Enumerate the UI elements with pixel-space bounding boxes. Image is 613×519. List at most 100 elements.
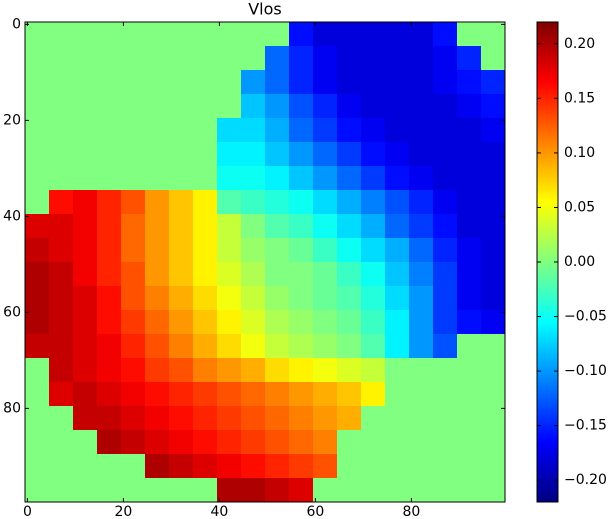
heatmap-cell [97,334,122,359]
heatmap-cell [145,406,170,431]
heatmap-cell [25,22,50,47]
heatmap-cell [337,94,362,119]
heatmap-cell [121,478,146,503]
heatmap-cell [337,454,362,479]
heatmap-cell [73,262,98,287]
heatmap-cell [481,118,506,143]
heatmap-cell [289,46,314,71]
heatmap-cell [313,46,338,71]
heatmap-cell [193,142,218,167]
heatmap-cell [457,166,482,191]
heatmap-cell [121,310,146,335]
heatmap-cell [217,382,242,407]
heatmap-cell [385,478,410,503]
heatmap-cell [169,22,194,47]
heatmap-cell [145,478,170,503]
heatmap-cell [457,214,482,239]
heatmap-cell [289,478,314,503]
heatmap-cell [121,22,146,47]
heatmap-cell [217,478,242,503]
heatmap-cell [49,238,74,263]
heatmap-cell [145,358,170,383]
heatmap-cell [121,214,146,239]
heatmap-cell [361,94,386,119]
heatmap-cell [97,214,122,239]
heatmap-cell [169,382,194,407]
heatmap-cell [169,406,194,431]
heatmap-cell [73,478,98,503]
heatmap-cell [409,238,434,263]
heatmap-cell [169,430,194,455]
heatmap-cell [361,190,386,215]
heatmap-cell [217,214,242,239]
heatmap-cell [337,70,362,95]
heatmap-cell [121,166,146,191]
heatmap-cell [265,214,290,239]
heatmap-cell [337,406,362,431]
heatmap-cell [25,94,50,119]
heatmap-cell [73,94,98,119]
heatmap-cell [121,454,146,479]
heatmap-cell [481,94,506,119]
heatmap-cell [385,214,410,239]
heatmap-cell [73,454,98,479]
heatmap-cell [25,238,50,263]
heatmap-cell [145,262,170,287]
heatmap-cell [385,46,410,71]
heatmap-cell [73,406,98,431]
heatmap-cell [241,142,266,167]
heatmap-cell [97,94,122,119]
heatmap-cell [409,190,434,215]
heatmap-cell [121,142,146,167]
heatmap-cell [217,46,242,71]
heatmap-cell [409,310,434,335]
heatmap-cell [121,406,146,431]
heatmap-cell [409,430,434,455]
heatmap-cell [361,406,386,431]
heatmap-cell [361,286,386,311]
heatmap-cell [49,94,74,119]
colorbar-tick-label: −0.15 [564,418,607,434]
heatmap-cell [73,214,98,239]
heatmap-cell [193,358,218,383]
heatmap-cell [409,118,434,143]
heatmap-cell [145,166,170,191]
heatmap-cell [265,262,290,287]
heatmap-cell [145,22,170,47]
heatmap-cell [409,382,434,407]
heatmap-cell [433,70,458,95]
heatmap-cell [193,430,218,455]
heatmap-cell [409,334,434,359]
heatmap-cell [97,142,122,167]
heatmap-cell [337,358,362,383]
heatmap-cell [409,94,434,119]
heatmap-cell [25,214,50,239]
heatmap-cell [337,262,362,287]
heatmap-cell [25,190,50,215]
heatmap-cell [49,286,74,311]
heatmap-cell [241,166,266,191]
heatmap-cell [457,118,482,143]
heatmap-cell [289,22,314,47]
heatmap-cell [313,142,338,167]
heatmap-cell [457,46,482,71]
heatmap-cell [25,70,50,95]
heatmap-cell [241,358,266,383]
heatmap-cell [73,334,98,359]
heatmap-cell [289,238,314,263]
heatmap-cell [361,454,386,479]
heatmap-cell [313,238,338,263]
heatmap-cell [193,406,218,431]
heatmap-cell [193,454,218,479]
heatmap-cell [361,22,386,47]
heatmap-cell [97,430,122,455]
heatmap-cell [193,262,218,287]
heatmap-cell [73,70,98,95]
heatmap-cell [409,286,434,311]
heatmap-cell [481,382,506,407]
heatmap-cell [433,142,458,167]
heatmap-cell [49,118,74,143]
heatmap-cell [121,430,146,455]
heatmap-cell [409,22,434,47]
heatmap-cell [313,382,338,407]
